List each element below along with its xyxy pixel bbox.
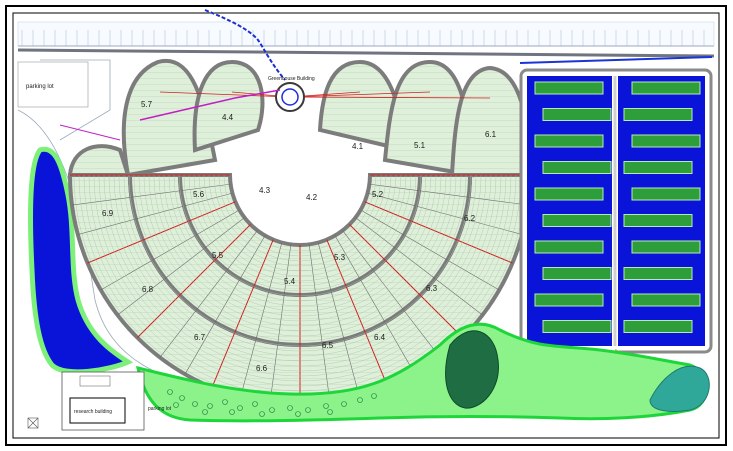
- plot-label: 5.6: [193, 190, 205, 199]
- main-pipe: [519, 56, 713, 64]
- center-building-label: Greenhouse Building: [268, 76, 315, 82]
- left-pond: [28, 146, 134, 375]
- plot-label: 5.4: [284, 277, 296, 286]
- wetland-plantings: [167, 389, 377, 417]
- plot-label: 4.4: [222, 113, 234, 122]
- plot-label: 5.7: [141, 100, 153, 109]
- research-building-label: research building: [74, 409, 112, 415]
- plot-label: 6.2: [464, 214, 476, 223]
- parking-lot-bottom-label: parking lot: [148, 406, 172, 412]
- greenhouse-strip: [17, 21, 715, 47]
- plot-label: 6.7: [194, 333, 206, 342]
- plot-label: 6.1: [485, 130, 497, 139]
- plot-label: 6.8: [142, 285, 154, 294]
- plot-label: 4.3: [259, 186, 271, 195]
- inner-plot-band: [177, 173, 423, 297]
- plot-label: 6.5: [322, 341, 334, 350]
- plot-label: 6.4: [374, 333, 386, 342]
- magenta-pipe: [139, 89, 281, 121]
- pond-complex: [519, 68, 713, 354]
- inlet-pipe: [204, 9, 286, 81]
- plot-label: 5.5: [212, 251, 224, 260]
- parking-lot-top-label: parking lot: [26, 84, 54, 90]
- plot-label: 6.9: [102, 209, 114, 218]
- radial-pipes: [70, 91, 530, 405]
- plot-label: 4.2: [306, 193, 318, 202]
- plot-label: 5.3: [334, 253, 346, 262]
- plot-labels: 5.7 4.4 4.1 5.1 6.1 6.9 5.6 4.3 4.2 5.2 …: [102, 100, 497, 373]
- inner-frame: [12, 12, 720, 439]
- plot-label: 5.1: [414, 141, 426, 150]
- main-road: [17, 48, 715, 58]
- plot-label: 4.1: [352, 142, 364, 151]
- site-boundary: [40, 59, 111, 141]
- crop-rows: [73, 174, 527, 402]
- parking-lot-top: parking lot: [17, 61, 89, 108]
- plot-label: 6.6: [256, 364, 268, 373]
- plot-label: 6.3: [426, 284, 438, 293]
- teal-pond: [649, 365, 710, 412]
- plot-label: 5.2: [372, 190, 384, 199]
- research-area: research building parking lot: [27, 371, 172, 431]
- dark-wetland: [445, 330, 499, 409]
